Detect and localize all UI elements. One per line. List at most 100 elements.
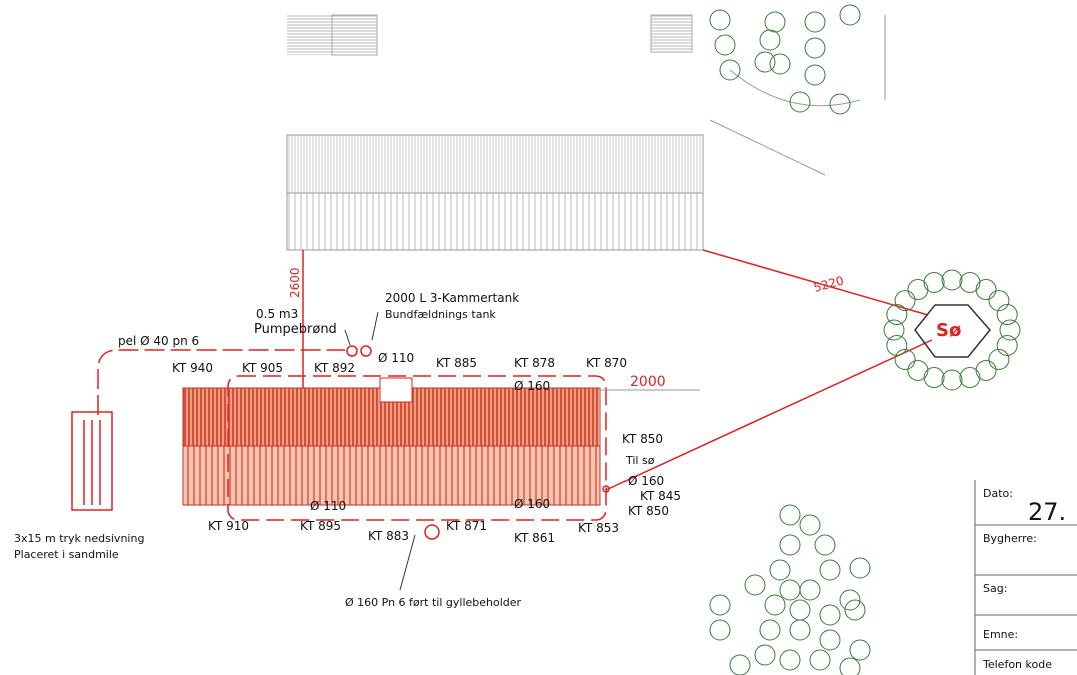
label: Pumpebrønd (254, 322, 337, 337)
tree (799, 514, 821, 536)
dimension-label: 5220 (812, 273, 845, 294)
level: KT 895 (300, 519, 341, 533)
tree (714, 34, 736, 56)
tree (849, 557, 871, 579)
level: KT 853 (578, 521, 619, 535)
tree (886, 304, 908, 326)
level: Ø 160 (628, 474, 664, 488)
tree (894, 348, 916, 370)
labels: pel Ø 40 pn 6 0.5 m3 Pumpebrønd 2000 L 3… (14, 267, 961, 609)
tree (709, 619, 731, 641)
tree (779, 504, 801, 526)
tree (849, 639, 871, 661)
stable (182, 377, 601, 506)
level: KT 940 (172, 361, 213, 375)
level: KT 910 (208, 519, 249, 533)
title-block: Dato: 27. Bygherre: Sag: Emne: Telefon k… (974, 480, 1077, 675)
field-label: Dato: (983, 487, 1013, 500)
field-label: Emne: (983, 628, 1018, 641)
tree (975, 359, 997, 381)
tree (709, 594, 731, 616)
tree (999, 319, 1021, 341)
tree (719, 59, 741, 81)
level: Ø 110 (378, 351, 414, 365)
tree (996, 334, 1018, 356)
tree (789, 91, 811, 113)
tree (769, 559, 791, 581)
level: KT 871 (446, 519, 487, 533)
tree (729, 654, 751, 675)
level: KT 892 (314, 361, 355, 375)
field-label: Bygherre: (983, 532, 1037, 545)
label: pel Ø 40 pn 6 (118, 334, 199, 348)
field-label: Sag: (983, 582, 1007, 595)
field-value: 27. (1028, 498, 1066, 526)
boundary (729, 69, 861, 107)
tree (764, 594, 786, 616)
label: 2000 L 3-Kammertank (385, 291, 519, 305)
tree (839, 589, 861, 611)
tree (996, 304, 1018, 326)
dimension-label: 2000 (630, 374, 666, 390)
pipes (71, 249, 933, 540)
tree (769, 53, 791, 75)
tree (923, 367, 945, 389)
tree (959, 367, 981, 389)
tree (941, 269, 963, 291)
tree (894, 290, 916, 312)
tree (809, 649, 831, 671)
dimension-label: 2600 (288, 267, 302, 298)
small-buildings (287, 14, 693, 56)
level: Ø 110 (310, 499, 346, 513)
lake (914, 304, 991, 358)
tree (779, 579, 801, 601)
tree (988, 348, 1010, 370)
tree (959, 271, 981, 293)
trees (709, 4, 1021, 675)
level: KT 878 (514, 356, 555, 370)
tree (779, 534, 801, 556)
tree (941, 369, 963, 391)
label: 0.5 m3 (256, 307, 298, 321)
tree (754, 644, 776, 666)
tree (779, 649, 801, 671)
leaders (344, 311, 416, 591)
tree (844, 599, 866, 621)
tree (754, 51, 776, 73)
level: KT 845 (640, 489, 681, 503)
tree (819, 604, 841, 626)
tree (799, 579, 821, 601)
level: Til sø (625, 454, 655, 467)
label: Placeret i sandmile (14, 548, 119, 561)
level: KT 861 (514, 531, 555, 545)
tree (744, 574, 766, 596)
level: KT 850 (622, 432, 663, 446)
tree (819, 559, 841, 581)
tree (789, 619, 811, 641)
tree (789, 599, 811, 621)
tree (883, 319, 905, 341)
level: KT 850 (628, 504, 669, 518)
field-label: Telefon kode (982, 658, 1052, 671)
barn (286, 134, 704, 251)
tree (759, 619, 781, 641)
label: 3x15 m tryk nedsivning (14, 532, 144, 545)
tree (819, 629, 841, 651)
tree (814, 534, 836, 556)
level: Ø 160 (514, 379, 550, 393)
lake-label: Sø (936, 320, 961, 341)
tree (886, 334, 908, 356)
tree (839, 657, 861, 675)
label: Ø 160 Pn 6 ført til gyllebeholder (345, 596, 522, 609)
tree (839, 4, 861, 26)
tree (988, 290, 1010, 312)
tree (764, 11, 786, 33)
tree (907, 279, 929, 301)
level: KT 885 (436, 356, 477, 370)
label: Bundfældnings tank (385, 308, 496, 321)
boundary (709, 119, 826, 176)
level: KT 870 (586, 356, 627, 370)
tree (923, 271, 945, 293)
